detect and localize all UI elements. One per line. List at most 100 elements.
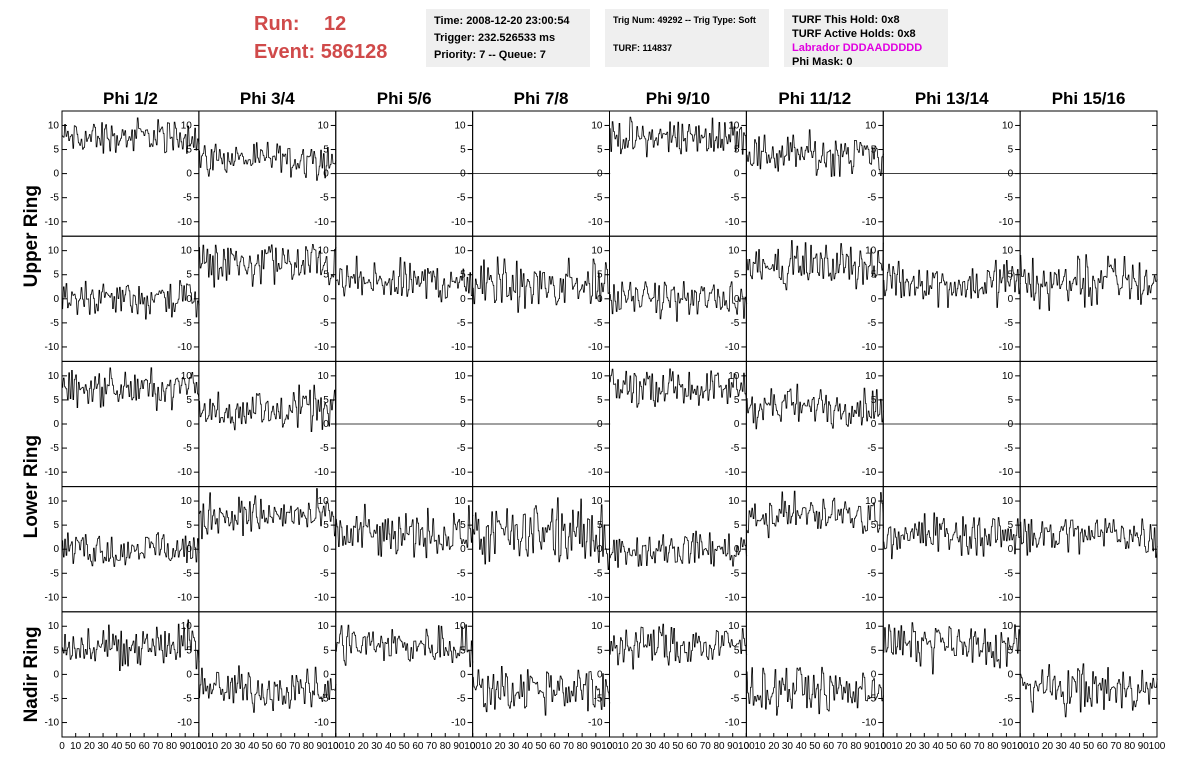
y-tick-label: 5 (53, 395, 59, 406)
time-text: Time: 2008-12-20 23:00:54 (434, 15, 570, 27)
y-tick-label: -5 (183, 693, 192, 704)
column-header: Phi 7/8 (514, 89, 569, 108)
y-tick-label: 5 (53, 270, 59, 281)
y-tick-label: 0 (53, 169, 59, 180)
y-tick-label: 5 (871, 520, 877, 531)
waveform-trace (198, 244, 337, 288)
y-tick-label: 10 (865, 621, 877, 632)
y-tick-label: 0 (871, 669, 877, 680)
y-tick-label: -5 (594, 568, 603, 579)
y-tick-label: -5 (183, 568, 192, 579)
x-tick-label: 50 (1083, 741, 1095, 752)
x-tick-label: 20 (631, 741, 643, 752)
y-tick-label: -10 (451, 592, 466, 603)
y-tick-label: -5 (320, 318, 329, 329)
y-tick-label: 10 (591, 496, 603, 507)
y-tick-label: 10 (48, 371, 60, 382)
y-tick-label: -5 (594, 193, 603, 204)
x-tick-label: 50 (399, 741, 411, 752)
y-tick-label: 5 (734, 520, 740, 531)
x-tick-label: 40 (659, 741, 671, 752)
y-tick-label: 10 (591, 621, 603, 632)
column-header: Phi 9/10 (646, 89, 710, 108)
column-header: Phi 15/16 (1052, 89, 1126, 108)
turf-panel: TURF This Hold: 0x8 TURF Active Holds: 0… (784, 9, 948, 68)
y-tick-label: 10 (318, 496, 330, 507)
y-tick-label: 5 (1008, 145, 1014, 156)
waveform-trace (1020, 518, 1158, 558)
x-tick-label: 90 (727, 741, 739, 752)
x-tick-label: 100 (327, 741, 344, 752)
waveform-trace (62, 619, 200, 671)
x-tick-label: 20 (358, 741, 370, 752)
event-label: Event: (254, 41, 316, 63)
y-tick-label: 5 (871, 395, 877, 406)
y-tick-label: -10 (451, 467, 466, 478)
y-tick-label: 0 (1008, 544, 1014, 555)
trig-num-text: Trig Num: 49292 -- Trig Type: Soft (613, 15, 756, 25)
waveform-trace (198, 384, 337, 432)
y-tick-label: 5 (186, 520, 192, 531)
y-tick-label: -10 (999, 217, 1014, 228)
y-tick-label: -10 (588, 467, 603, 478)
y-tick-label: 5 (186, 395, 192, 406)
x-tick-label: 30 (782, 741, 794, 752)
x-tick-label: 20 (221, 741, 233, 752)
y-tick-label: 10 (48, 246, 60, 257)
y-tick-label: 5 (460, 395, 466, 406)
y-tick-label: 0 (871, 294, 877, 305)
y-tick-label: 0 (1008, 169, 1014, 180)
x-tick-label: 30 (919, 741, 931, 752)
x-tick-label: 70 (974, 741, 986, 752)
waveform-trace (609, 368, 748, 408)
x-tick-label: 30 (508, 741, 520, 752)
y-tick-label: 0 (1008, 669, 1014, 680)
column-header: Phi 3/4 (240, 89, 295, 108)
y-tick-label: -5 (50, 568, 59, 579)
x-tick-label: 60 (686, 741, 698, 752)
y-tick-label: 5 (597, 145, 603, 156)
y-tick-label: 10 (865, 120, 877, 131)
turf-active-holds-text: TURF Active Holds: 0x8 (792, 28, 916, 40)
y-tick-label: -10 (177, 467, 192, 478)
y-tick-label: 10 (728, 120, 740, 131)
x-tick-label: 40 (522, 741, 534, 752)
x-tick-label: 0 (333, 741, 339, 752)
y-tick-label: -5 (457, 568, 466, 579)
x-tick-label: 30 (645, 741, 657, 752)
x-tick-label: 0 (1017, 741, 1023, 752)
y-tick-label: 5 (871, 645, 877, 656)
x-tick-label: 60 (412, 741, 424, 752)
x-tick-label: 90 (180, 741, 192, 752)
y-tick-label: 10 (181, 246, 193, 257)
y-tick-label: 0 (323, 544, 329, 555)
y-tick-label: -5 (867, 693, 876, 704)
waveform-trace (746, 490, 884, 539)
x-tick-label: 90 (590, 741, 602, 752)
x-tick-label: 0 (59, 741, 65, 752)
waveform-trace (609, 530, 748, 568)
y-tick-label: -5 (320, 443, 329, 454)
y-tick-label: 10 (1002, 246, 1014, 257)
waveform-trace (335, 255, 474, 303)
x-tick-label: 60 (1097, 741, 1109, 752)
y-tick-label: -10 (45, 592, 60, 603)
y-tick-label: -10 (45, 217, 60, 228)
turf-text: TURF: 114837 (613, 43, 673, 53)
y-tick-label: -10 (177, 342, 192, 353)
x-tick-label: 30 (1056, 741, 1068, 752)
waveform-trace (746, 240, 884, 291)
y-tick-label: -5 (320, 568, 329, 579)
y-tick-label: -10 (588, 718, 603, 729)
x-tick-label: 100 (1012, 741, 1029, 752)
y-tick-label: -10 (862, 467, 877, 478)
waveform-trace (198, 488, 337, 540)
y-tick-label: -5 (730, 693, 739, 704)
x-tick-label: 10 (891, 741, 903, 752)
waveform-trace (62, 280, 200, 320)
x-tick-label: 80 (577, 741, 589, 752)
y-tick-label: -10 (45, 342, 60, 353)
y-tick-label: -5 (457, 443, 466, 454)
y-tick-label: -5 (183, 193, 192, 204)
y-tick-label: 10 (1002, 371, 1014, 382)
